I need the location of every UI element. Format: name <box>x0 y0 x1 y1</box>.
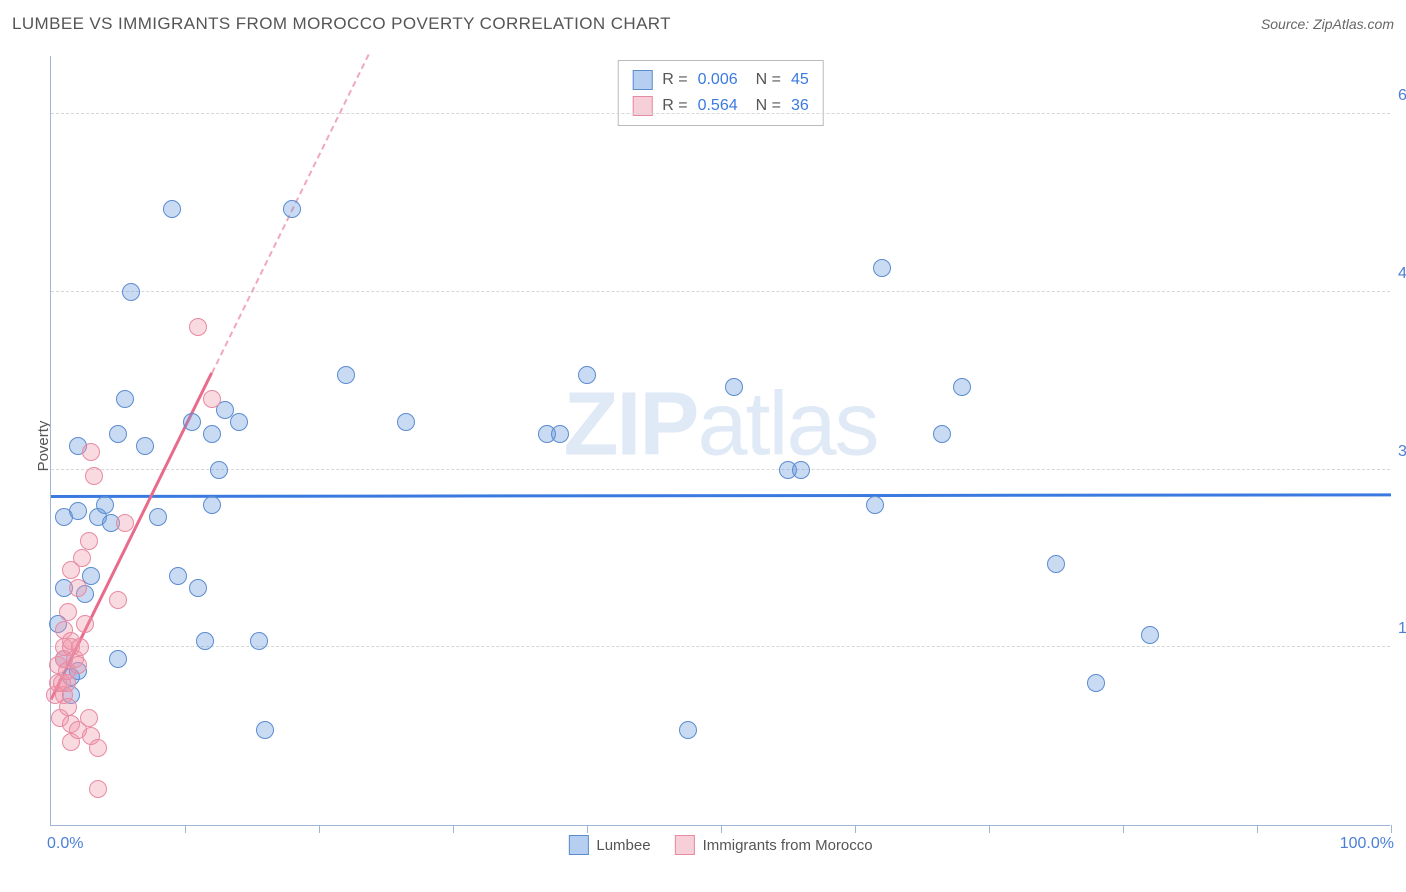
data-point-blue <box>122 283 140 301</box>
chart-header: LUMBEE VS IMMIGRANTS FROM MOROCCO POVERT… <box>0 0 1406 48</box>
data-point-pink <box>76 615 94 633</box>
n-value: 45 <box>791 71 809 89</box>
data-point-blue <box>250 632 268 650</box>
data-point-blue <box>725 378 743 396</box>
data-point-pink <box>59 698 77 716</box>
data-point-pink <box>85 467 103 485</box>
data-point-blue <box>1141 626 1159 644</box>
x-tick <box>453 825 454 833</box>
x-tick <box>1257 825 1258 833</box>
data-point-pink <box>89 780 107 798</box>
data-point-pink <box>80 532 98 550</box>
data-point-blue <box>196 632 214 650</box>
data-point-blue <box>792 461 810 479</box>
data-point-blue <box>953 378 971 396</box>
legend-label: Immigrants from Morocco <box>703 837 873 854</box>
x-tick <box>1123 825 1124 833</box>
data-point-blue <box>69 502 87 520</box>
data-point-blue <box>230 413 248 431</box>
data-point-blue <box>256 721 274 739</box>
x-tick <box>855 825 856 833</box>
x-tick <box>989 825 990 833</box>
stats-swatch <box>632 70 652 90</box>
x-tick <box>587 825 588 833</box>
legend-item: Lumbee <box>568 835 650 855</box>
data-point-pink <box>71 638 89 656</box>
data-point-blue <box>183 413 201 431</box>
data-point-pink <box>69 656 87 674</box>
data-point-blue <box>163 200 181 218</box>
stats-legend-box: R = 0.006 N = 45 R =0.564N =36 <box>617 60 824 126</box>
y-tick-label: 30.0% <box>1398 443 1406 461</box>
data-point-blue <box>1087 674 1105 692</box>
x-tick <box>721 825 722 833</box>
source-attribution: Source: ZipAtlas.com <box>1261 16 1394 32</box>
data-point-blue <box>96 496 114 514</box>
r-value: 0.006 <box>698 71 738 89</box>
data-point-pink <box>203 390 221 408</box>
x-tick <box>1391 825 1392 833</box>
data-point-blue <box>679 721 697 739</box>
n-label: N = <box>756 71 781 89</box>
stats-row: R =0.564N =36 <box>632 93 809 119</box>
chart-title: LUMBEE VS IMMIGRANTS FROM MOROCCO POVERT… <box>12 14 671 34</box>
data-point-blue <box>866 496 884 514</box>
trendline-blue <box>51 493 1391 498</box>
data-point-pink <box>89 739 107 757</box>
legend-item: Immigrants from Morocco <box>675 835 873 855</box>
x-axis-max-label: 100.0% <box>1340 835 1394 853</box>
y-tick-label: 15.0% <box>1398 620 1406 638</box>
data-point-blue <box>203 425 221 443</box>
data-point-blue <box>397 413 415 431</box>
data-point-blue <box>933 425 951 443</box>
watermark-light: atlas <box>697 375 877 475</box>
data-point-blue <box>109 650 127 668</box>
data-point-blue <box>109 425 127 443</box>
x-tick <box>319 825 320 833</box>
y-tick-label: 60.0% <box>1398 87 1406 105</box>
data-point-blue <box>136 437 154 455</box>
data-point-blue <box>203 496 221 514</box>
data-point-blue <box>149 508 167 526</box>
data-point-blue <box>1047 555 1065 573</box>
stats-row: R = 0.006 N = 45 <box>632 67 809 93</box>
legend-swatch <box>568 835 588 855</box>
data-point-pink <box>189 318 207 336</box>
gridline-h <box>51 469 1390 470</box>
data-point-pink <box>80 709 98 727</box>
data-point-blue <box>337 366 355 384</box>
data-point-blue <box>116 390 134 408</box>
series-legend: Lumbee Immigrants from Morocco <box>568 835 872 855</box>
legend-swatch <box>675 835 695 855</box>
data-point-blue <box>873 259 891 277</box>
data-point-pink <box>73 549 91 567</box>
x-axis-min-label: 0.0% <box>47 835 83 853</box>
y-tick-label: 45.0% <box>1398 265 1406 283</box>
r-label: R = <box>662 71 687 89</box>
data-point-blue <box>189 579 207 597</box>
watermark: ZIPatlas <box>563 374 877 477</box>
data-point-pink <box>69 579 87 597</box>
data-point-blue <box>169 567 187 585</box>
data-point-pink <box>59 603 77 621</box>
data-point-pink <box>82 443 100 461</box>
data-point-blue <box>551 425 569 443</box>
data-point-blue <box>578 366 596 384</box>
x-tick <box>185 825 186 833</box>
legend-label: Lumbee <box>596 837 650 854</box>
scatter-plot-area: ZIPatlas R =0.006N =45R =0.564N =36 Lumb… <box>50 56 1390 826</box>
gridline-h <box>51 113 1390 114</box>
data-point-blue <box>283 200 301 218</box>
data-point-blue <box>210 461 228 479</box>
data-point-pink <box>116 514 134 532</box>
data-point-pink <box>109 591 127 609</box>
watermark-bold: ZIP <box>563 375 697 475</box>
